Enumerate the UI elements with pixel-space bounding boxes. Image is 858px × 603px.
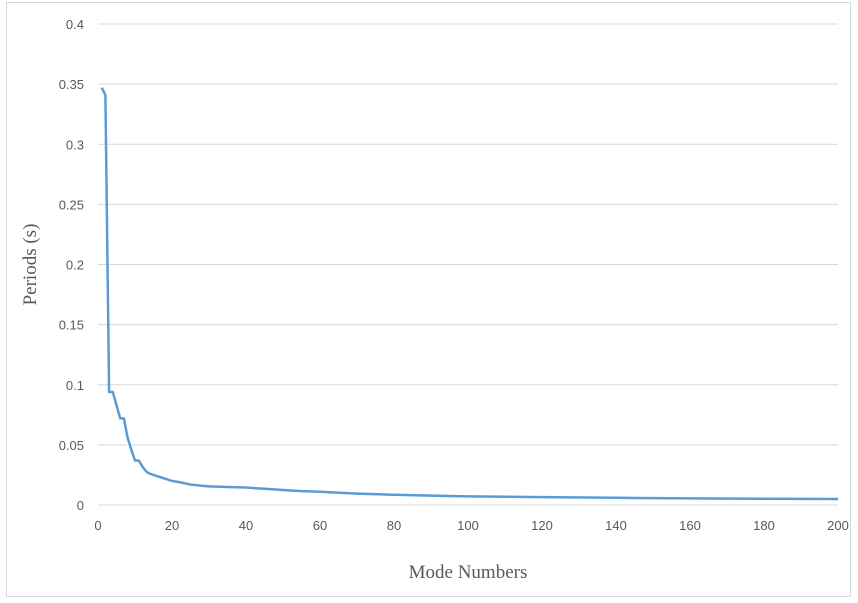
x-tick-label: 100 xyxy=(457,518,479,533)
x-tick-label: 80 xyxy=(387,518,401,533)
y-tick-label: 0.3 xyxy=(66,137,84,152)
x-axis-ticks: 0 20 40 60 80 100 120 140 160 180 200 xyxy=(94,518,848,533)
y-tick-label: 0.35 xyxy=(59,77,84,92)
x-tick-label: 180 xyxy=(753,518,775,533)
x-tick-label: 140 xyxy=(605,518,627,533)
y-axis-title: Periods (s) xyxy=(20,224,41,306)
x-tick-label: 160 xyxy=(679,518,701,533)
x-tick-label: 60 xyxy=(313,518,327,533)
series-line xyxy=(102,88,838,499)
gridlines xyxy=(98,24,838,445)
x-tick-label: 20 xyxy=(165,518,179,533)
x-tick-label: 200 xyxy=(827,518,849,533)
y-tick-label: 0.4 xyxy=(66,17,84,32)
y-tick-label: 0.25 xyxy=(59,197,84,212)
y-tick-label: 0.05 xyxy=(59,438,84,453)
x-tick-label: 40 xyxy=(239,518,253,533)
x-tick-label: 120 xyxy=(531,518,553,533)
y-axis-ticks: 0 0.05 0.1 0.15 0.2 0.25 0.3 0.35 0.4 xyxy=(59,17,84,513)
x-axis-title: Mode Numbers xyxy=(409,562,528,583)
y-tick-label: 0 xyxy=(77,498,84,513)
y-tick-label: 0.15 xyxy=(59,318,84,333)
x-tick-label: 0 xyxy=(94,518,101,533)
y-tick-label: 0.2 xyxy=(66,258,84,273)
y-tick-label: 0.1 xyxy=(66,378,84,393)
